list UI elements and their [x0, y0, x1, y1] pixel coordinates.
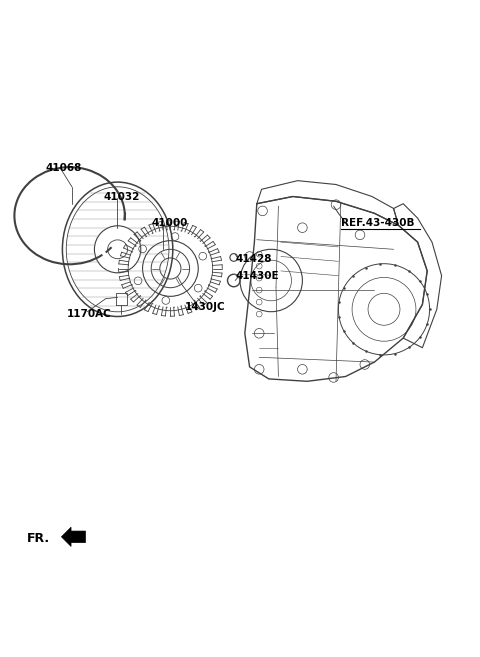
Text: 41430E: 41430E: [235, 271, 279, 281]
Text: 41428: 41428: [235, 254, 272, 264]
Text: REF.43-430B: REF.43-430B: [341, 218, 414, 228]
Polygon shape: [61, 527, 85, 547]
Text: 1430JC: 1430JC: [185, 302, 226, 312]
Text: 41068: 41068: [46, 163, 82, 173]
Text: 41032: 41032: [103, 191, 140, 202]
Text: 1170AC: 1170AC: [67, 309, 112, 319]
Text: 41000: 41000: [151, 218, 188, 228]
Text: FR.: FR.: [26, 532, 49, 545]
